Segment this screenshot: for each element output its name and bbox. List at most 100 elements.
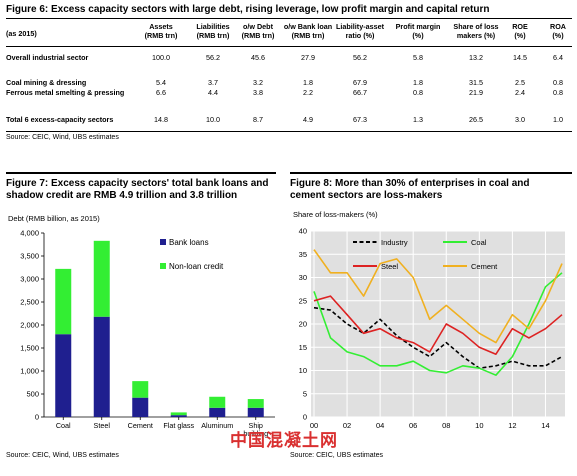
table-cell: 5.8 xyxy=(413,53,423,62)
x-tick-label: building xyxy=(243,429,268,438)
figure8-top-rule xyxy=(290,172,572,174)
legend-label: Bank loans xyxy=(169,238,209,247)
row-label: Coal mining & dressing xyxy=(6,78,87,87)
figure6-source: Source: CEIC, Wind, UBS estimates xyxy=(6,134,119,141)
bar-non-loan xyxy=(247,399,264,408)
figure8-title-line2: cement sectors are loss-makers xyxy=(290,190,443,201)
series-line-steel xyxy=(313,295,563,355)
table-cell: 1.3 xyxy=(413,115,423,124)
legend-label: Steel xyxy=(381,262,398,271)
table-cell: 0.8 xyxy=(553,78,563,87)
figure6-header-rule xyxy=(6,46,572,47)
table-cell: 14.5 xyxy=(513,53,527,62)
legend-swatch xyxy=(160,263,166,269)
y-tick-label: 25 xyxy=(299,296,307,305)
figure6-col-header: Profit margin (%) xyxy=(395,22,441,40)
table-cell: 56.2 xyxy=(206,53,220,62)
table-cell: 56.2 xyxy=(353,53,367,62)
figure6-col-header: o/w Bank loan (RMB trn) xyxy=(283,22,333,40)
figure6-bottom-rule xyxy=(6,131,572,132)
legend-label: Cement xyxy=(471,262,498,271)
figure7-source: Source: CEIC, Wind, UBS estimates xyxy=(6,452,119,459)
x-tick-label: Cement xyxy=(128,421,153,430)
table-cell: 0.8 xyxy=(553,88,563,97)
table-row: Ferrous metal smelting & pressing 6.6 4.4 3… xyxy=(6,88,572,98)
figure7-top-rule xyxy=(6,172,276,174)
y-tick-label: 35 xyxy=(299,250,307,259)
table-cell: 2.5 xyxy=(515,78,525,87)
table-cell: 31.5 xyxy=(469,78,483,87)
x-tick-label: 08 xyxy=(442,421,450,430)
y-tick-label: 500 xyxy=(26,390,39,399)
x-tick-label: 02 xyxy=(343,421,351,430)
x-tick-label: 12 xyxy=(508,421,516,430)
table-cell: 6.6 xyxy=(156,88,166,97)
table-cell: 6.4 xyxy=(553,53,563,62)
figure7-title-line1: Figure 7: Excess capacity sectors' total… xyxy=(6,178,269,189)
bar-non-loan xyxy=(55,268,72,335)
legend-label: Non-loan credit xyxy=(169,262,224,271)
row-label: Overall industrial sector xyxy=(6,53,89,62)
table-cell: 4.9 xyxy=(303,115,313,124)
table-cell: 66.7 xyxy=(353,88,367,97)
y-axis-label: Debt (RMB billion, as 2015) xyxy=(8,214,100,223)
figure6-top-rule xyxy=(6,18,572,19)
y-tick-label: 1,500 xyxy=(20,344,39,353)
y-tick-label: 5 xyxy=(303,389,307,398)
row-label: Ferrous metal smelting & pressing xyxy=(6,88,125,97)
table-row: Overall industrial sector 100.0 56.2 45.6 27… xyxy=(6,53,572,63)
table-cell: 45.6 xyxy=(251,53,265,62)
x-tick-label: Flat glass xyxy=(163,421,194,430)
x-tick-label: Steel xyxy=(94,421,111,430)
table-cell: 5.4 xyxy=(156,78,166,87)
bar-non-loan xyxy=(170,412,187,416)
legend-label: Coal xyxy=(471,238,487,247)
table-cell: 2.4 xyxy=(515,88,525,97)
table-cell: 2.2 xyxy=(303,88,313,97)
table-cell: 3.0 xyxy=(515,115,525,124)
x-tick-label: 00 xyxy=(310,421,318,430)
table-cell: 1.0 xyxy=(553,115,563,124)
table-cell: 26.5 xyxy=(469,115,483,124)
table-row: Coal mining & dressing 5.4 3.7 3.2 1.8 67.9 1.… xyxy=(6,78,572,88)
figure8-chart: Share of loss-makers (%) 0 5 10 15 20 25 30 35 40… xyxy=(293,210,565,430)
figure6-title: Figure 6: Excess capacity sectors with l… xyxy=(6,4,490,15)
y-tick-label: 40 xyxy=(299,227,307,236)
x-tick-label: 14 xyxy=(541,421,549,430)
x-tick-label: Ship xyxy=(249,421,263,430)
bar-bank-loans xyxy=(247,407,264,417)
y-tick-label: 2,500 xyxy=(20,298,39,307)
figure6-col-header: Share of loss makers (%) xyxy=(453,22,499,40)
x-tick-label: 10 xyxy=(475,421,483,430)
bar-bank-loans xyxy=(93,316,110,417)
x-tick-label: 04 xyxy=(376,421,384,430)
figure6-col-header: Assets (RMB trn) xyxy=(144,22,178,40)
figure6-col-header: ROE (%) xyxy=(512,22,528,40)
table-cell: 4.4 xyxy=(208,88,218,97)
figure6-header: (as 2015) Assets (RMB trn) Liabilities (RMB… xyxy=(6,22,572,44)
bar-bank-loans xyxy=(170,415,187,417)
x-tick-label: Coal xyxy=(56,421,71,430)
table-cell: 8.7 xyxy=(253,115,263,124)
table-cell: 3.8 xyxy=(253,88,263,97)
table-cell: 67.3 xyxy=(353,115,367,124)
x-tick-label: Aluminum xyxy=(201,421,233,430)
series-line-industry xyxy=(313,306,563,369)
figure6-col-header: o/w Debt (RMB trn) xyxy=(241,22,275,40)
row-label: Total 6 excess-capacity sectors xyxy=(6,115,114,124)
y-tick-label: 2,000 xyxy=(20,321,39,330)
legend-swatch xyxy=(160,239,166,245)
y-tick-label: 3,500 xyxy=(20,252,39,261)
figure8-title-line1: Figure 8: More than 30% of enterprises i… xyxy=(290,178,530,189)
y-tick-label: 0 xyxy=(35,413,39,422)
table-cell: 100.0 xyxy=(152,53,170,62)
table-cell: 3.7 xyxy=(208,78,218,87)
table-cell: 1.8 xyxy=(303,78,313,87)
y-tick-label: 0 xyxy=(303,413,307,422)
table-cell: 0.8 xyxy=(413,88,423,97)
table-cell: 10.0 xyxy=(206,115,220,124)
y-tick-label: 30 xyxy=(299,273,307,282)
table-cell: 67.9 xyxy=(353,78,367,87)
bar-bank-loans xyxy=(132,397,149,417)
figure6-col-header: Liabilities (RMB trn) xyxy=(196,22,230,40)
